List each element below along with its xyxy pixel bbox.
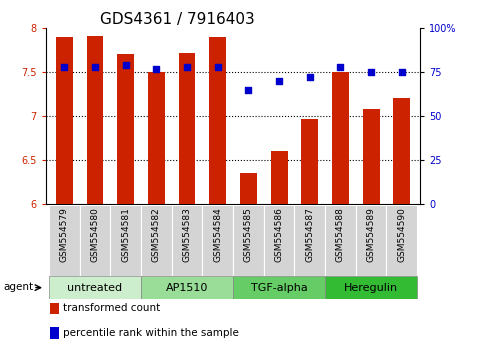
Text: GSM554579: GSM554579 xyxy=(60,207,69,262)
Point xyxy=(367,69,375,75)
Text: GSM554589: GSM554589 xyxy=(367,207,376,262)
Bar xyxy=(141,205,171,276)
Text: transformed count: transformed count xyxy=(63,303,160,313)
Bar xyxy=(264,205,295,276)
Bar xyxy=(393,98,410,204)
Bar xyxy=(49,205,80,276)
Text: GSM554586: GSM554586 xyxy=(274,207,284,262)
Bar xyxy=(301,119,318,204)
Bar xyxy=(49,276,141,299)
Bar xyxy=(240,173,257,204)
Point xyxy=(275,78,283,84)
Bar xyxy=(117,54,134,204)
Bar xyxy=(233,276,325,299)
Point xyxy=(244,87,252,92)
Text: percentile rank within the sample: percentile rank within the sample xyxy=(63,328,239,338)
Text: TGF-alpha: TGF-alpha xyxy=(251,282,308,293)
Point xyxy=(306,75,313,80)
Text: GSM554588: GSM554588 xyxy=(336,207,345,262)
Bar xyxy=(171,205,202,276)
Text: Heregulin: Heregulin xyxy=(344,282,398,293)
Point xyxy=(91,64,99,70)
Text: untreated: untreated xyxy=(68,282,123,293)
Bar xyxy=(363,109,380,204)
Bar xyxy=(295,205,325,276)
Point xyxy=(398,69,406,75)
Point xyxy=(337,64,344,70)
Bar xyxy=(50,327,59,339)
Bar xyxy=(325,276,417,299)
Text: GSM554583: GSM554583 xyxy=(183,207,192,262)
Bar xyxy=(209,37,226,204)
Bar xyxy=(332,72,349,204)
Bar xyxy=(233,205,264,276)
Bar xyxy=(86,36,103,204)
Text: GSM554581: GSM554581 xyxy=(121,207,130,262)
Bar xyxy=(50,301,59,314)
Point xyxy=(60,64,68,70)
Point xyxy=(122,62,129,68)
Bar xyxy=(110,205,141,276)
Text: agent: agent xyxy=(4,282,34,292)
Bar xyxy=(325,205,356,276)
Text: GSM554582: GSM554582 xyxy=(152,207,161,262)
Bar xyxy=(202,205,233,276)
Bar xyxy=(356,205,386,276)
Bar xyxy=(80,205,110,276)
Text: GSM554590: GSM554590 xyxy=(398,207,406,262)
Text: GSM554580: GSM554580 xyxy=(90,207,99,262)
Text: GSM554587: GSM554587 xyxy=(305,207,314,262)
Bar xyxy=(141,276,233,299)
Bar xyxy=(179,53,196,204)
Text: AP1510: AP1510 xyxy=(166,282,208,293)
Title: GDS4361 / 7916403: GDS4361 / 7916403 xyxy=(99,12,254,27)
Text: GSM554585: GSM554585 xyxy=(244,207,253,262)
Point xyxy=(153,66,160,72)
Bar xyxy=(148,72,165,204)
Point xyxy=(214,64,222,70)
Bar xyxy=(56,37,73,204)
Bar xyxy=(270,151,287,204)
Bar xyxy=(386,205,417,276)
Text: GSM554584: GSM554584 xyxy=(213,207,222,262)
Point xyxy=(183,64,191,70)
